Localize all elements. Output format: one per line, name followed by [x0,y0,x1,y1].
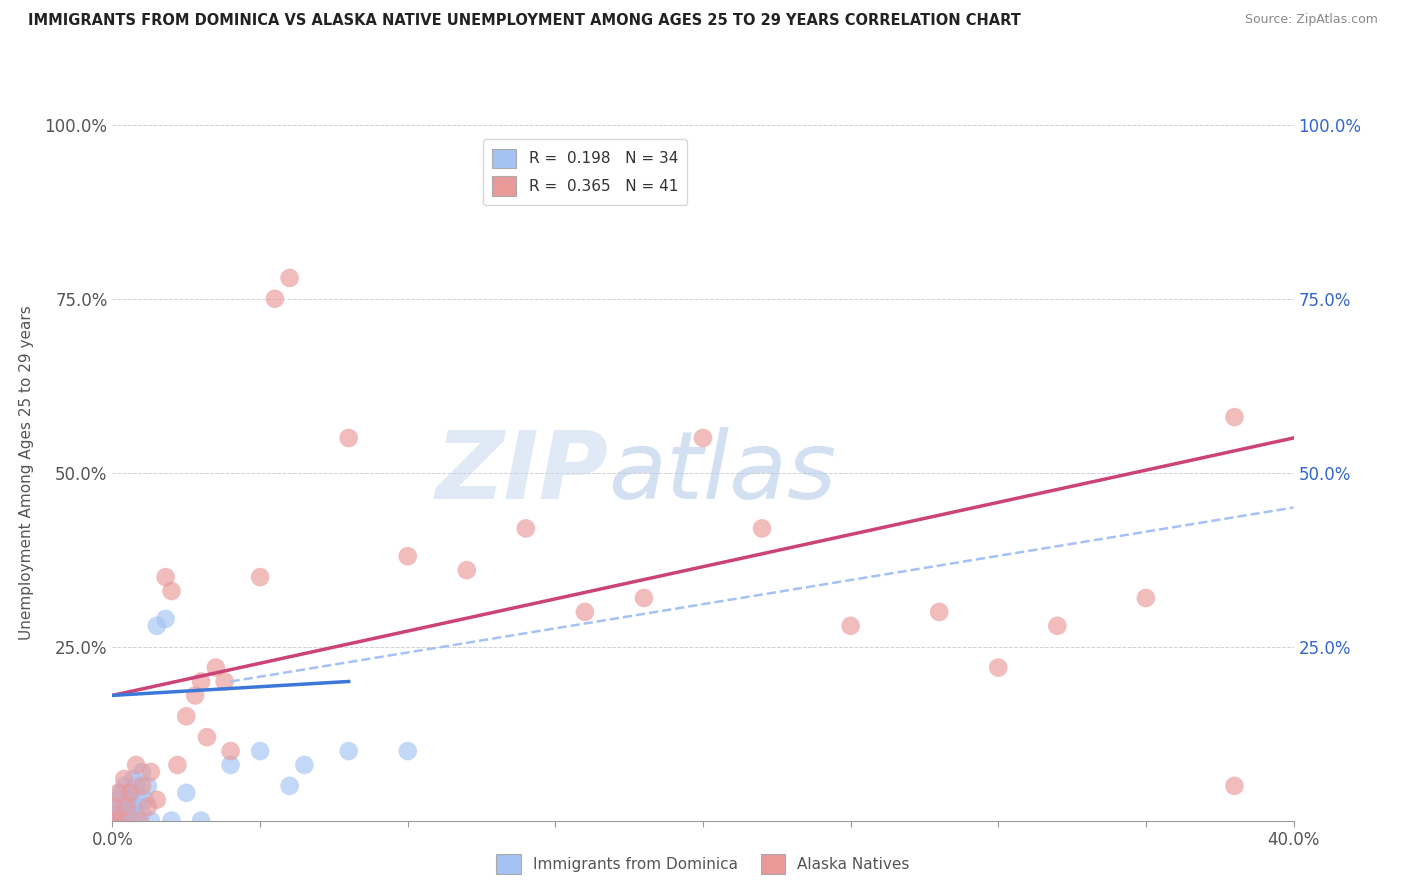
Point [128,793,150,807]
Point [136,799,159,814]
Point [456,563,478,577]
Point [125,779,148,793]
Text: atlas: atlas [609,427,837,518]
Point [160,584,183,599]
Text: ZIP: ZIP [436,426,609,519]
Point [249,744,271,758]
Point [122,772,145,786]
Point [122,799,145,814]
Point [120,786,142,800]
Point [107,793,129,807]
Legend: R =  0.198   N = 34, R =  0.365   N = 41: R = 0.198 N = 34, R = 0.365 N = 41 [482,139,688,204]
Point [214,674,236,689]
Point [190,814,212,828]
Point [131,764,153,779]
Point [125,758,148,772]
Point [928,605,950,619]
Point [104,799,127,814]
Point [112,779,135,793]
Point [337,744,360,758]
Point [101,814,124,828]
Point [104,806,127,821]
Point [633,591,655,605]
Point [134,793,156,807]
Point [131,806,153,821]
Point [117,793,138,807]
Point [166,758,188,772]
Point [278,271,301,285]
Point [515,521,537,535]
Point [396,744,419,758]
Point [839,619,862,633]
Point [195,730,218,744]
Point [155,612,177,626]
Point [104,814,127,828]
Point [174,786,197,800]
Point [112,799,135,814]
Point [205,660,228,674]
Text: IMMIGRANTS FROM DOMINICA VS ALASKA NATIVE UNEMPLOYMENT AMONG AGES 25 TO 29 YEARS: IMMIGRANTS FROM DOMINICA VS ALASKA NATIV… [28,13,1021,29]
Point [107,814,129,828]
Point [1046,619,1069,633]
Point [136,779,159,793]
Point [219,744,242,758]
Point [117,814,138,828]
Point [101,799,124,814]
Point [987,660,1010,674]
Point [174,709,197,723]
Point [139,764,162,779]
Point [219,758,242,772]
Y-axis label: Unemployment Among Ages 25 to 29 years: Unemployment Among Ages 25 to 29 years [18,305,34,640]
Point [160,814,183,828]
Point [110,814,132,828]
Point [1223,779,1246,793]
Point [110,806,132,821]
Point [337,431,360,445]
Point [292,758,315,772]
Point [155,570,177,584]
Point [184,689,207,703]
Point [110,786,132,800]
Point [131,779,153,793]
Point [107,786,129,800]
Point [264,292,287,306]
Point [190,674,212,689]
Point [125,806,148,821]
Point [120,806,142,821]
Text: Source: ZipAtlas.com: Source: ZipAtlas.com [1244,13,1378,27]
Point [120,786,142,800]
Point [574,605,596,619]
Point [278,779,301,793]
Point [751,521,773,535]
Point [117,799,138,814]
Point [112,772,135,786]
Point [396,549,419,564]
Point [692,431,714,445]
Point [128,814,150,828]
Point [1135,591,1157,605]
Point [1223,410,1246,425]
Point [146,793,169,807]
Point [146,619,169,633]
Legend: Immigrants from Dominica, Alaska Natives: Immigrants from Dominica, Alaska Natives [491,848,915,880]
Point [249,570,271,584]
Point [139,814,162,828]
